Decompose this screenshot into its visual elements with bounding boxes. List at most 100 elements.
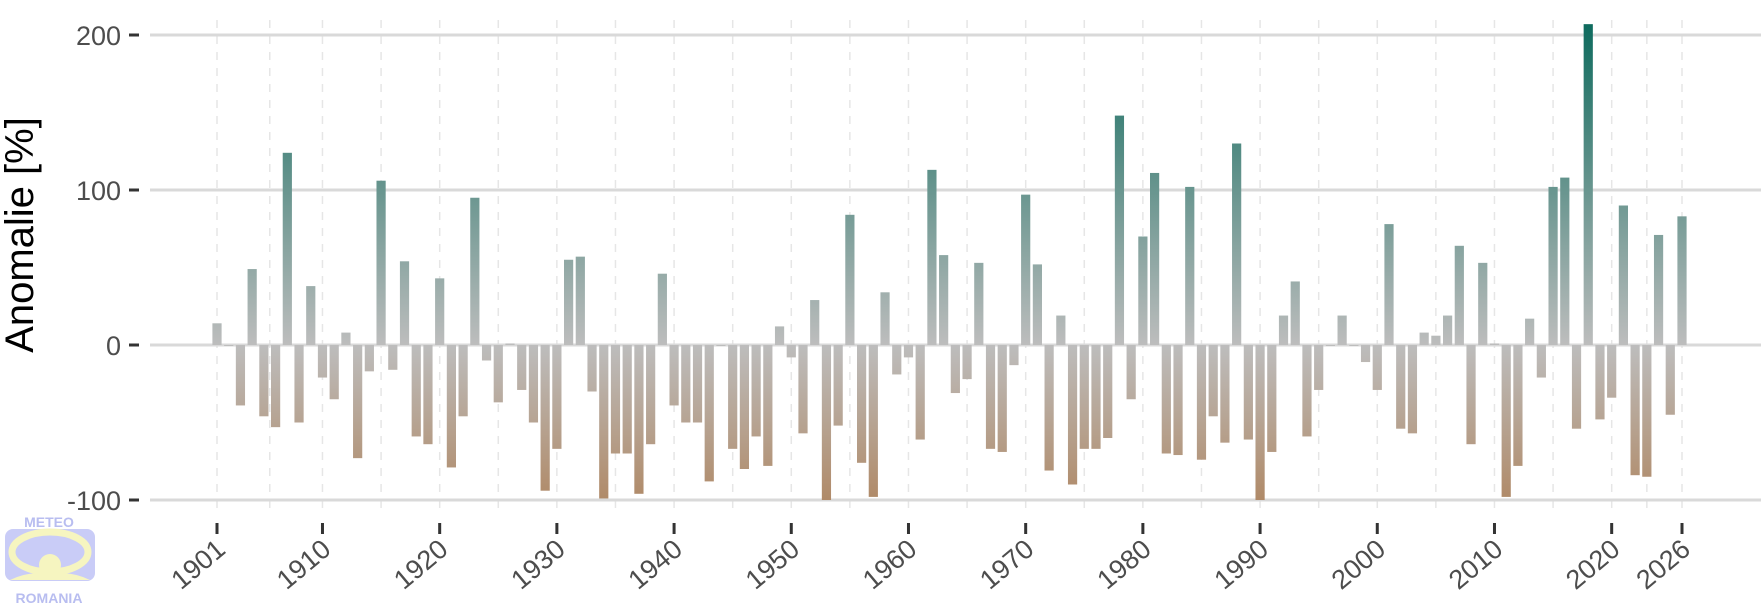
x-tick-label: 1910	[271, 534, 336, 596]
bar-1920	[435, 278, 445, 345]
bar-1931	[564, 259, 574, 345]
bar-1913	[353, 345, 363, 459]
bar-2007	[1454, 245, 1464, 345]
bar-1932	[575, 256, 585, 345]
bar-1922	[458, 345, 468, 417]
bar-1954	[833, 345, 843, 426]
bar-1919	[423, 345, 433, 445]
bar-1995	[1314, 345, 1324, 390]
bar-1980	[1138, 236, 1148, 345]
bar-1968	[997, 345, 1007, 452]
bar-2017	[1571, 345, 1582, 429]
meteo-romania-logo: METEO ROMANIA	[5, 514, 95, 603]
bar-1926	[505, 343, 515, 345]
bar-2001	[1384, 224, 1394, 345]
bar-1988	[1232, 143, 1242, 345]
bar-1967	[985, 345, 996, 449]
bar-1952	[810, 300, 820, 345]
bar-1945	[728, 345, 738, 449]
bar-1987	[1220, 345, 1230, 443]
bar-1979	[1126, 345, 1136, 400]
x-tick-label: 2010	[1443, 534, 1508, 596]
bar-1982	[1161, 345, 1171, 454]
y-tick-label: -100	[67, 486, 121, 516]
bar-1937	[634, 345, 644, 494]
x-tick-label: 1901	[166, 534, 231, 596]
bar-1946	[739, 345, 749, 469]
bar-1934	[599, 345, 609, 499]
bar-1955	[845, 214, 855, 345]
bar-1983	[1173, 345, 1183, 456]
y-tick-label: 100	[76, 176, 121, 206]
bar-1997	[1337, 315, 1347, 345]
bar-1916	[388, 345, 398, 370]
bar-2010	[1489, 343, 1500, 345]
bar-2004	[1419, 332, 1429, 345]
bar-1960	[903, 345, 914, 358]
x-tick-label: 1950	[740, 534, 805, 596]
bars	[212, 24, 1687, 500]
bar-1923	[470, 197, 480, 345]
bar-2009	[1478, 262, 1488, 345]
bar-1970	[1021, 194, 1031, 345]
bar-1908	[294, 345, 304, 423]
bar-1941	[681, 345, 691, 423]
bar-1911	[329, 345, 339, 400]
bar-1947	[751, 345, 761, 437]
bar-1933	[587, 345, 597, 392]
bar-2006	[1443, 315, 1453, 345]
bar-1998	[1349, 345, 1359, 346]
bar-1942	[692, 345, 703, 423]
bar-1948	[763, 345, 773, 466]
bar-1966	[974, 262, 984, 345]
x-tick-label: 2020	[1560, 534, 1625, 596]
bar-1976	[1091, 345, 1101, 449]
bar-1956	[857, 345, 867, 463]
bar-1958	[880, 292, 890, 345]
bar-2018	[1583, 24, 1593, 346]
bar-1938	[646, 345, 656, 445]
bar-1940	[669, 345, 679, 406]
y-tick-label: 200	[76, 21, 121, 51]
bar-1910	[317, 345, 328, 378]
bar-1939	[657, 273, 667, 345]
bar-2025	[1665, 345, 1675, 415]
bar-2023	[1642, 345, 1652, 477]
logo-top-text: METEO	[24, 514, 74, 530]
bar-1961	[915, 345, 925, 440]
bar-2020	[1607, 345, 1617, 398]
bar-1953	[821, 345, 832, 500]
bar-1959	[892, 345, 902, 375]
x-tick-label: 1970	[974, 534, 1039, 596]
logo-bottom-text: ROMANIA	[16, 590, 83, 603]
bar-1912	[341, 332, 351, 345]
bar-1965	[962, 345, 972, 380]
x-tick-label: 1940	[623, 534, 688, 596]
bar-1943	[704, 345, 714, 482]
bar-2003	[1407, 345, 1418, 434]
bar-1973	[1056, 315, 1066, 345]
bar-1951	[798, 345, 808, 434]
bar-1999	[1360, 345, 1371, 363]
x-tick-label: 2000	[1326, 534, 1391, 596]
bar-2011	[1501, 345, 1511, 497]
bar-2016	[1560, 177, 1570, 345]
bar-1990	[1255, 345, 1265, 500]
bar-1914	[364, 345, 374, 372]
bar-1994	[1302, 345, 1312, 437]
bar-1903	[235, 345, 246, 406]
bar-1964	[950, 345, 960, 394]
bar-1972	[1044, 345, 1054, 471]
bar-1957	[868, 345, 878, 497]
y-tick-label: 0	[106, 331, 121, 361]
bar-2026	[1677, 216, 1687, 345]
bar-2022	[1630, 345, 1640, 476]
bar-1993	[1290, 281, 1300, 345]
bar-2000	[1372, 345, 1382, 390]
bar-2019	[1595, 345, 1605, 420]
bar-1949	[774, 326, 785, 345]
bar-1928	[528, 345, 539, 423]
x-tick-label: 1980	[1091, 534, 1156, 596]
x-tick-label: 1960	[857, 534, 922, 596]
